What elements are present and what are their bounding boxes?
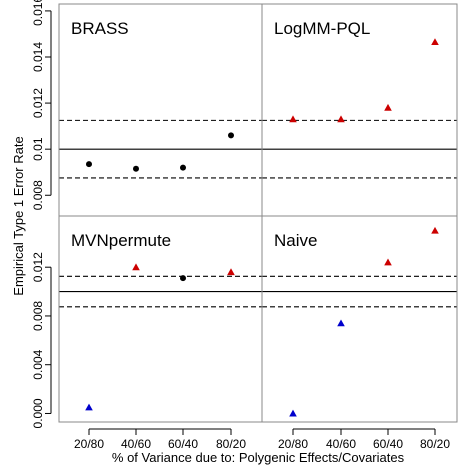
y-tick-label: 0.016: [31, 0, 45, 26]
data-point: [431, 38, 439, 46]
x-tick-label: 40/60: [326, 437, 356, 451]
x-tick-label: 20/80: [278, 437, 308, 451]
panel-title: BRASS: [71, 19, 129, 38]
data-point: [132, 263, 140, 271]
panel-brass: BRASS: [59, 19, 262, 179]
x-tick-label: 20/80: [74, 437, 104, 451]
panel-title: LogMM-PQL: [274, 19, 370, 38]
panel-title: MVNpermute: [71, 231, 171, 250]
panel-mvnpermute: MVNpermute: [59, 231, 262, 411]
y-tick-label: 0.01: [31, 137, 45, 161]
axes-layer: 0.0080.010.0120.0140.0160.0000.0040.0080…: [31, 0, 458, 451]
y-tick-label: 0.004: [31, 349, 45, 379]
x-tick-label: 60/40: [373, 437, 403, 451]
x-tick-label: 60/40: [168, 437, 198, 451]
y-tick-label: 0.012: [31, 252, 45, 282]
plot-border: [58, 3, 458, 423]
x-axis-right: 20/80 40/60 60/40 80/20: [278, 428, 450, 451]
data-point: [384, 103, 392, 111]
data-point: [133, 165, 139, 172]
data-point: [337, 115, 345, 123]
data-point: [227, 268, 235, 276]
data-point: [228, 132, 234, 139]
x-tick-label: 80/20: [216, 437, 246, 451]
y-tick-label: 0.012: [31, 88, 45, 118]
panel-title: Naive: [274, 231, 317, 250]
y-axis-title: Empirical Type 1 Error Rate: [11, 136, 26, 295]
y-tick-label: 0.008: [31, 301, 45, 331]
data-point: [337, 319, 345, 327]
data-point: [431, 226, 439, 234]
y-tick-label: 0.008: [31, 180, 45, 210]
data-point: [180, 164, 186, 171]
x-tick-label: 40/60: [121, 437, 151, 451]
y-axis-bottom: 0.000 0.004 0.008 0.012: [31, 252, 52, 428]
y-tick-label: 0.000: [31, 398, 45, 428]
panels-layer: BRASS LogMM-PQL MVNpermute Naive: [59, 19, 457, 417]
data-point: [86, 161, 92, 168]
x-axis-left: 20/80 40/60 60/40 80/20: [74, 428, 246, 451]
x-tick-label: 80/20: [420, 437, 450, 451]
panel-naive: Naive: [262, 226, 457, 417]
data-point: [289, 409, 297, 417]
data-point: [180, 275, 186, 282]
data-point: [85, 403, 93, 411]
data-point: [384, 258, 392, 266]
panel-logmm-pql: LogMM-PQL: [262, 19, 457, 179]
x-axis-title: % of Variance due to: Polygenic Effects/…: [112, 450, 405, 465]
y-tick-label: 0.014: [31, 42, 45, 72]
y-axis-top: 0.008 0.01 0.012 0.014 0.016: [31, 0, 52, 210]
data-point: [289, 115, 297, 123]
